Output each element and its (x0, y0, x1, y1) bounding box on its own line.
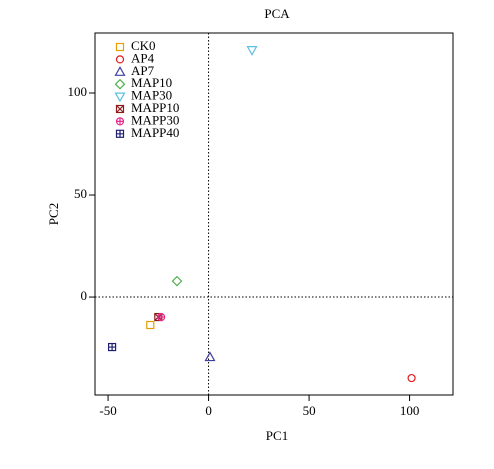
legend-marker (115, 104, 125, 114)
x-axis-label: PC1 (266, 428, 288, 443)
marker-part (116, 105, 124, 113)
y-axis-label: PC2 (46, 203, 61, 225)
marker-part (204, 351, 216, 362)
legend-label: MAPP40 (131, 125, 179, 140)
legend-label: CK0 (131, 38, 156, 53)
data-point (407, 373, 416, 383)
legend-marker (114, 92, 126, 103)
legend-label: MAP30 (131, 88, 172, 103)
marker-part (116, 117, 124, 125)
legend-label: MAP10 (131, 75, 172, 90)
legend-label: AP4 (131, 50, 155, 65)
legend-marker (115, 42, 125, 52)
data-point (157, 312, 166, 322)
marker-part (114, 66, 126, 76)
x-tick-label: 100 (400, 403, 420, 418)
marker-part (115, 104, 125, 114)
marker-part (114, 78, 126, 90)
marker-part (171, 275, 183, 287)
legend-marker (115, 55, 125, 64)
data-point (107, 342, 117, 352)
chart-title: PCA (264, 6, 290, 21)
marker-part (116, 130, 124, 138)
y-tick-label: 50 (74, 186, 87, 201)
legend-label: MAPP10 (131, 100, 179, 115)
x-tick-label: 50 (303, 403, 316, 418)
legend-marker (114, 66, 126, 76)
marker-part (157, 313, 165, 321)
legend-label: MAPP30 (131, 112, 179, 127)
marker-part (407, 373, 416, 383)
legend-label: AP7 (131, 63, 155, 78)
x-tick-label: 0 (205, 403, 212, 418)
x-tick-label: -50 (99, 403, 116, 418)
legend-marker (115, 117, 125, 126)
legend-marker (115, 129, 125, 138)
data-point (146, 320, 155, 330)
plot-frame (94, 32, 454, 396)
marker-part (115, 55, 125, 64)
data-point (204, 351, 216, 362)
data-point (171, 275, 183, 287)
marker-part (114, 92, 126, 103)
legend-marker (114, 78, 126, 90)
data-point (246, 46, 258, 56)
marker-part (108, 343, 116, 351)
marker-part (115, 42, 125, 52)
y-tick-label: 0 (81, 288, 88, 303)
marker-part (246, 46, 258, 56)
marker-part (146, 320, 155, 330)
y-tick-label: 100 (68, 84, 88, 99)
